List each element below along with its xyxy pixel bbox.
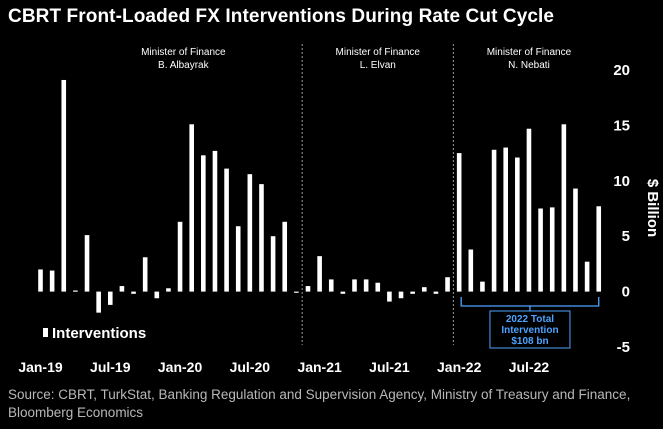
bar — [270, 236, 276, 292]
bar — [573, 188, 578, 292]
minister-title: Minister of Finance — [336, 47, 421, 58]
bar — [189, 124, 194, 292]
bar — [433, 291, 439, 294]
bar — [166, 288, 171, 292]
bar — [305, 286, 311, 292]
bar — [328, 279, 334, 292]
bar — [526, 128, 532, 292]
x-tick-label: Jul-21 — [369, 359, 410, 375]
bar — [49, 270, 55, 292]
bar — [387, 291, 392, 302]
bar — [468, 249, 474, 292]
bar — [398, 291, 404, 299]
bar — [84, 235, 90, 292]
x-tick-label: Jan-19 — [18, 359, 63, 375]
bar — [154, 291, 160, 299]
bar — [247, 174, 253, 292]
bar — [561, 124, 567, 292]
legend: Interventions — [43, 325, 146, 342]
bar — [61, 79, 67, 292]
bar — [421, 287, 427, 292]
y-tick-label: 10 — [613, 173, 630, 190]
legend-label: Interventions — [52, 325, 146, 342]
x-tick-label: Jan-22 — [437, 359, 482, 375]
bar-series — [38, 79, 602, 313]
bar — [340, 291, 346, 294]
bar — [73, 290, 78, 292]
y-tick-label: 20 — [613, 62, 630, 79]
x-tick-label: Jan-20 — [158, 359, 203, 375]
legend-swatch — [43, 328, 48, 337]
bar — [410, 291, 415, 294]
bar — [445, 277, 450, 292]
y-tick-label: 0 — [622, 284, 630, 301]
bar — [584, 261, 590, 292]
x-tick-label: Jul-22 — [509, 359, 550, 375]
bar — [142, 257, 148, 292]
bar — [235, 226, 241, 292]
minister-name: N. Nebati — [508, 60, 550, 71]
x-tick-label: Jul-20 — [230, 359, 271, 375]
x-tick-label: Jan-21 — [297, 359, 342, 375]
chart-title: CBRT Front-Loaded FX Interventions Durin… — [8, 6, 555, 27]
bar — [491, 149, 497, 292]
y-axis-label: $ Billion — [644, 179, 661, 237]
x-tick-label: Jul-19 — [90, 359, 131, 375]
bar — [294, 291, 299, 293]
annotation-line: 2022 Total — [506, 314, 554, 325]
annotation-line: Intervention — [501, 325, 558, 336]
y-tick-label: 5 — [622, 228, 630, 245]
bar — [131, 291, 136, 294]
minister-title: Minister of Finance — [487, 47, 572, 58]
bar — [549, 207, 555, 292]
bar — [224, 168, 229, 292]
bar — [259, 184, 264, 292]
bar — [177, 221, 183, 292]
minister-separators — [301, 44, 454, 345]
bar — [456, 153, 462, 292]
bar — [352, 279, 357, 292]
bar — [375, 282, 381, 292]
bar — [38, 269, 43, 292]
bar — [119, 286, 125, 292]
minister-labels: Minister of Finance B. Albayrak Minister o… — [141, 47, 572, 71]
annotation-box — [489, 310, 571, 349]
minister-name: B. Albayrak — [158, 60, 210, 71]
y-axis-ticks: -5 0 5 10 15 20 — [613, 62, 630, 356]
bar — [596, 206, 602, 292]
y-tick-label: 15 — [613, 117, 630, 134]
bar — [538, 208, 543, 292]
bar — [201, 155, 206, 292]
bar — [96, 291, 101, 313]
bar — [212, 150, 218, 292]
bar — [503, 147, 508, 292]
y-tick-label: -5 — [617, 339, 630, 356]
annotation-line: $108 bn — [511, 336, 548, 347]
bar — [107, 291, 113, 305]
x-axis-ticks: Jan-19 Jul-19 Jan-20 Jul-20 Jan-21 Jul-21 Jan-… — [18, 359, 549, 375]
bar — [363, 279, 369, 292]
minister-title: Minister of Finance — [141, 47, 226, 58]
annotation-bracket — [460, 297, 600, 307]
bar — [282, 221, 288, 292]
chart-area: Minister of Finance B. Albayrak Minister o… — [18, 44, 661, 375]
minister-name: L. Elvan — [360, 60, 396, 71]
bar — [317, 256, 322, 292]
bar — [515, 157, 520, 292]
bar — [480, 281, 485, 292]
source-note: Source: CBRT, TurkStat, Banking Regulati… — [8, 387, 631, 420]
